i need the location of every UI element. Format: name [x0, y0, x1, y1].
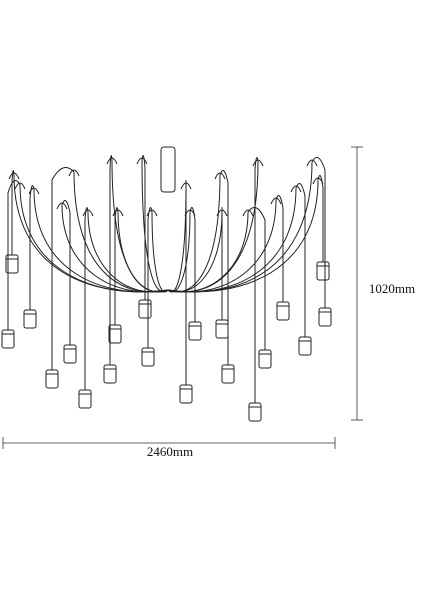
hook: [8, 172, 20, 180]
hook: [14, 182, 26, 190]
hook: [68, 169, 80, 177]
cable: [167, 170, 229, 365]
hook: [242, 209, 254, 217]
bulb-socket: [188, 321, 202, 341]
hook: [270, 197, 282, 205]
bulb-socket: [78, 389, 92, 409]
bulb-socket: [248, 402, 262, 422]
hook: [82, 209, 94, 217]
bulb-socket: [316, 261, 330, 281]
hook: [56, 202, 68, 210]
chandelier: [1, 155, 332, 422]
hook: [180, 182, 192, 190]
cable: [147, 207, 169, 348]
cable: [167, 175, 324, 293]
hook: [306, 159, 318, 167]
canopy: [160, 146, 176, 193]
bulb-socket: [276, 301, 290, 321]
hook: [146, 209, 158, 217]
bulb-socket: [318, 307, 332, 327]
hook: [28, 187, 40, 195]
hook: [136, 157, 148, 165]
cable: [7, 180, 169, 330]
cable: [167, 207, 266, 350]
bulb-socket: [63, 344, 77, 364]
hook: [112, 209, 124, 217]
cable: [167, 195, 284, 302]
bulb-socket: [221, 364, 235, 384]
bulb-socket: [23, 309, 37, 329]
bulb-socket: [215, 319, 229, 339]
bulb-socket: [258, 349, 272, 369]
bulb-socket: [1, 329, 15, 349]
hook: [184, 209, 196, 217]
bulb-socket: [45, 369, 59, 389]
bulb-socket: [103, 364, 117, 384]
bulb-socket: [138, 299, 152, 319]
height-label: 1020mm: [369, 281, 415, 296]
width-label: 2460mm: [147, 444, 193, 459]
bulb-socket: [108, 324, 122, 344]
cable: [167, 183, 306, 337]
hook: [312, 177, 324, 185]
hook: [214, 172, 226, 180]
cable: [167, 207, 196, 322]
hook: [290, 185, 302, 193]
hook: [106, 157, 118, 165]
cable: [167, 180, 187, 385]
cable: [84, 207, 169, 390]
cable: [167, 157, 326, 308]
cable: [51, 167, 169, 370]
cable: [61, 200, 169, 345]
cable: [29, 185, 169, 310]
hook: [252, 159, 264, 167]
bulb-socket: [141, 347, 155, 367]
bulb-socket: [179, 384, 193, 404]
cable: [167, 207, 223, 320]
bulb-socket: [298, 336, 312, 356]
